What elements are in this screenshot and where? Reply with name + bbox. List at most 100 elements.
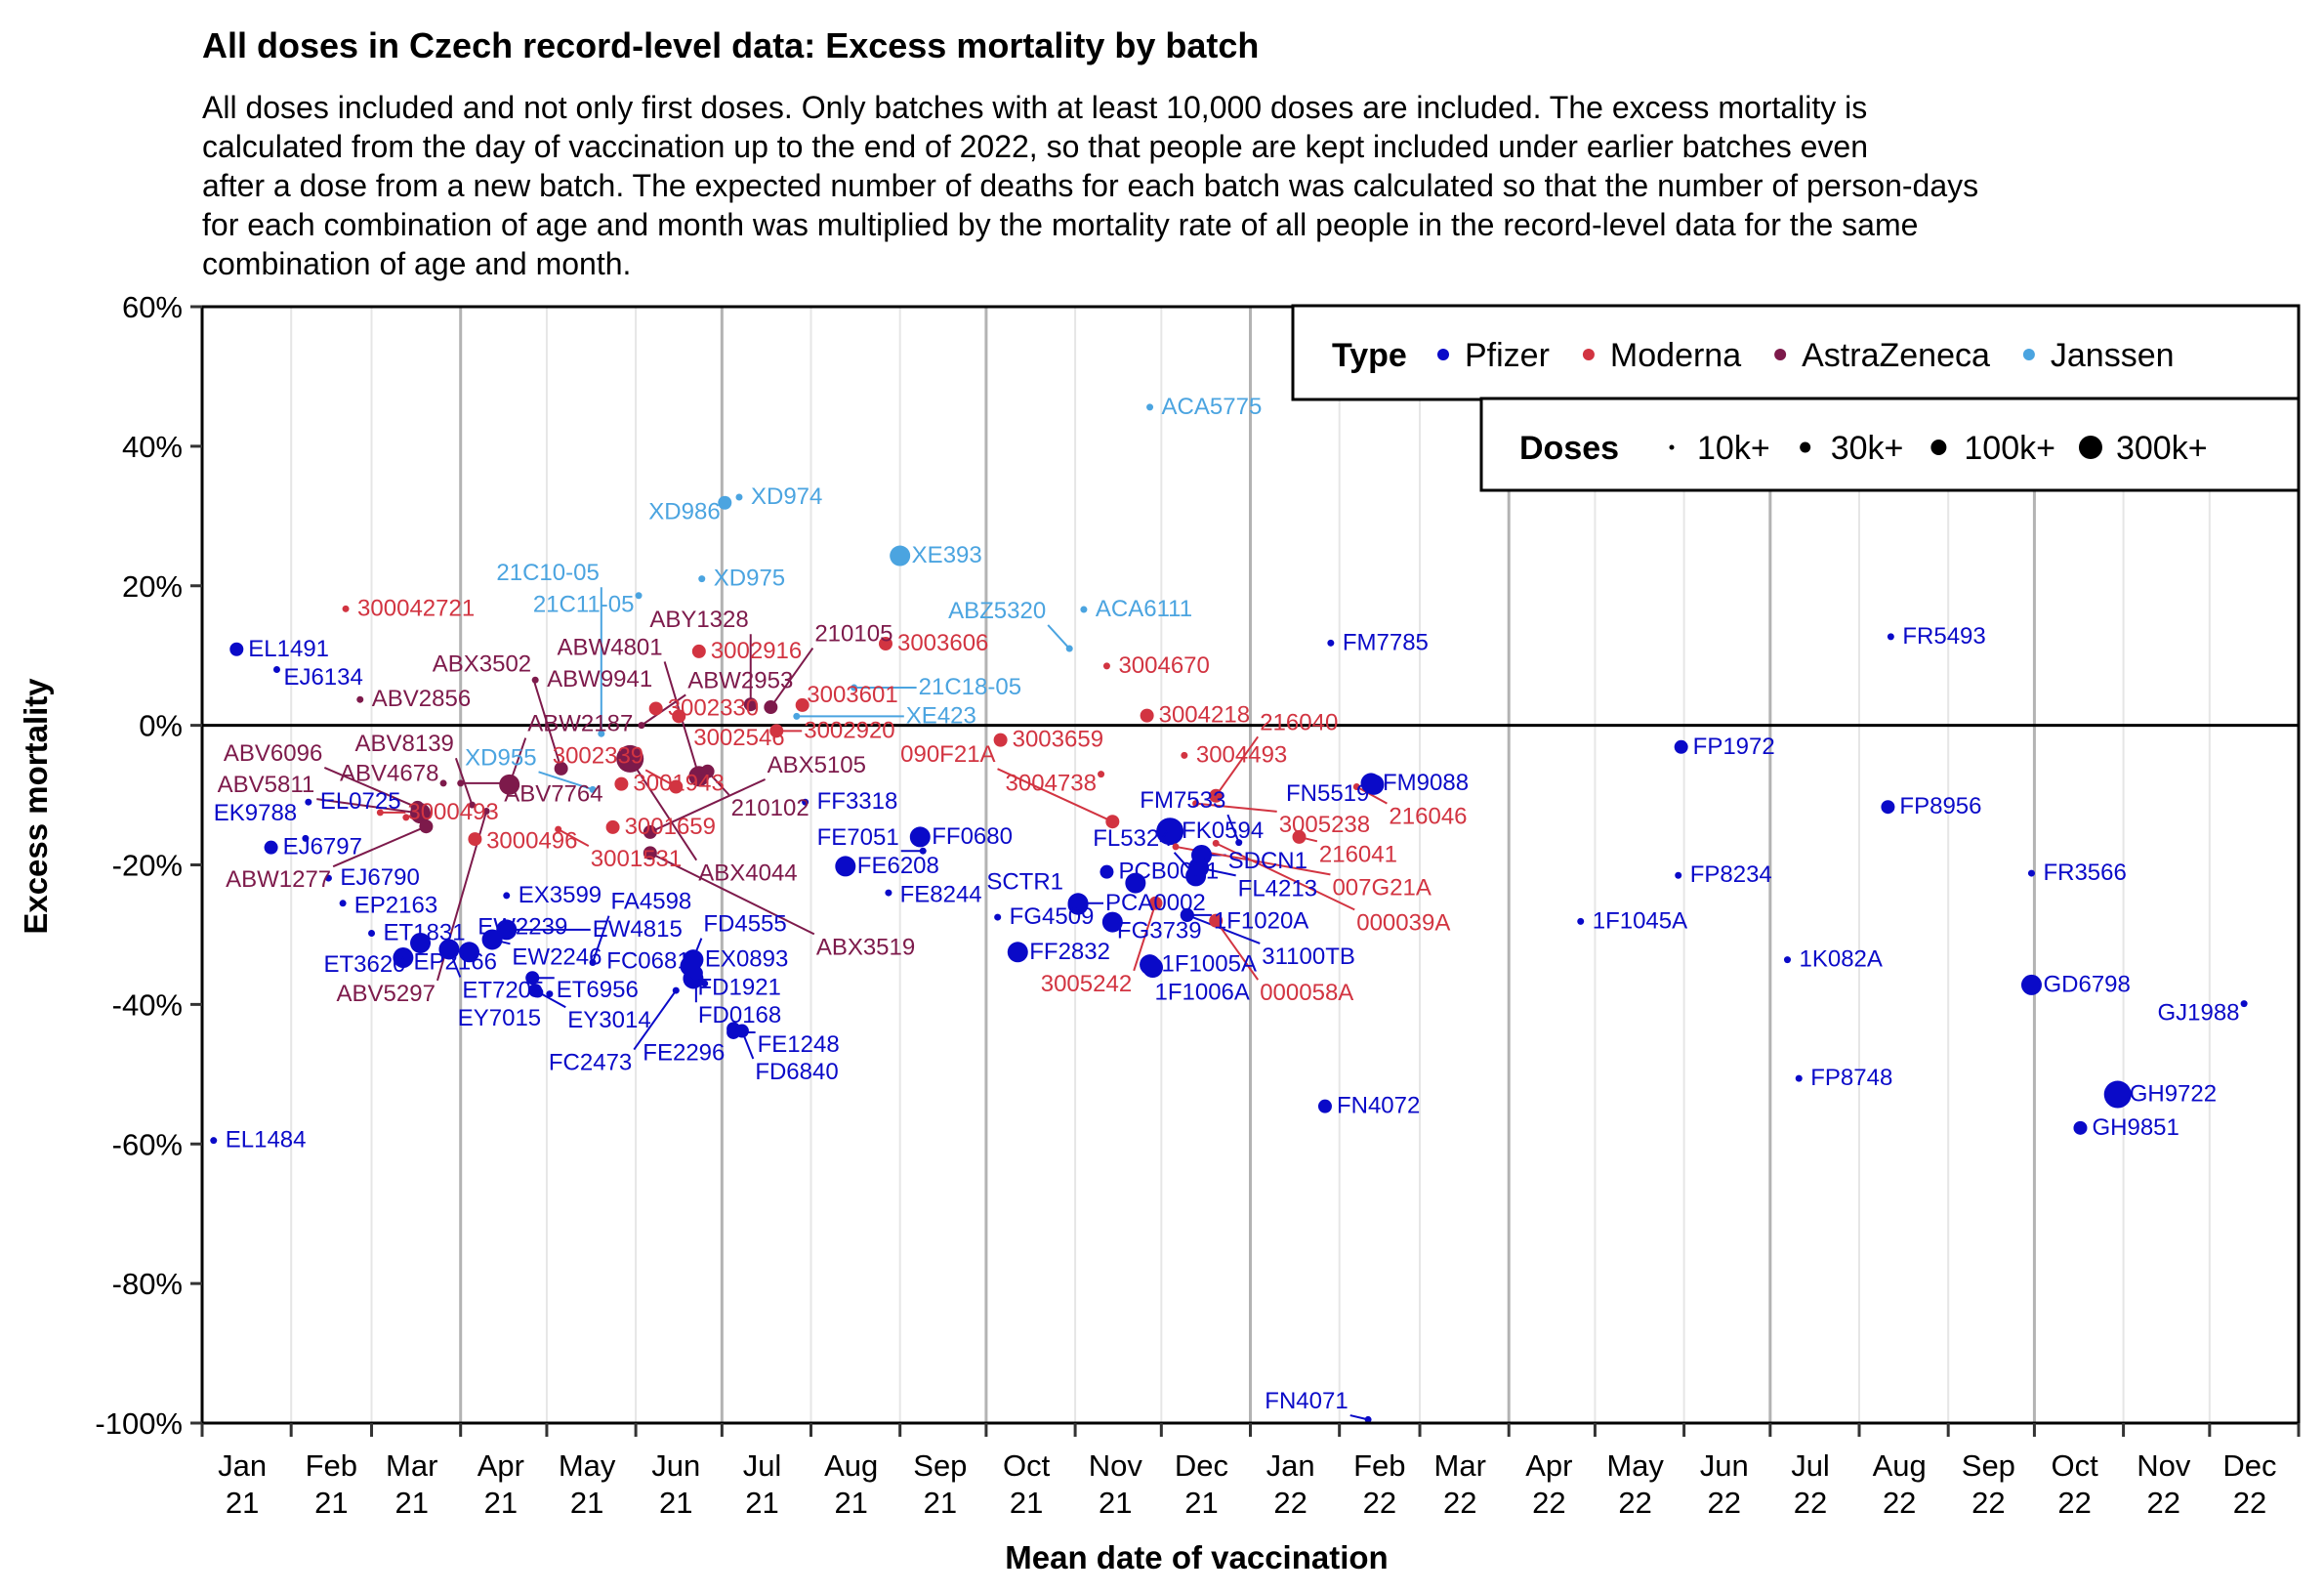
data-point (1185, 865, 1207, 887)
data-point (1142, 957, 1164, 979)
point-label: FA4598 (611, 889, 692, 915)
data-point (878, 637, 892, 651)
legend-doses-swatch (2078, 436, 2102, 459)
point-label: EJ6790 (340, 864, 419, 891)
data-point (1156, 818, 1184, 846)
point-label: 1F1006A (1155, 980, 1250, 1006)
point-label: 3004493 (1196, 741, 1287, 768)
legend-doses-box (1479, 397, 2301, 492)
data-point (272, 665, 280, 673)
x-tick-label-month: Feb (1353, 1448, 1405, 1483)
data-point (376, 809, 384, 817)
point-label: FR3566 (2043, 860, 2126, 886)
data-point (589, 785, 597, 793)
data-point (701, 980, 709, 987)
point-label: 21C11-05 (533, 591, 635, 617)
point-label: FM9088 (1383, 770, 1469, 796)
x-tick-label-year: 22 (1971, 1486, 2005, 1520)
data-point (459, 942, 480, 963)
point-label: ABV5297 (337, 981, 436, 1007)
legend-doses-label: 300k+ (2116, 430, 2208, 467)
point-label: GJ1988 (2157, 999, 2239, 1026)
subtitle-line: calculated from the day of vaccination u… (202, 129, 1869, 164)
point-label: ET7205 (462, 977, 544, 1003)
point-label: 3003606 (897, 630, 988, 656)
x-tick-label-month: Nov (2137, 1448, 2191, 1483)
legend-doses: Doses 10k+ 30k+ 100k+ 300k+ (1479, 397, 2301, 492)
data-point (1146, 403, 1154, 411)
leader-line (1215, 735, 1260, 797)
point-label: ACA6111 (1096, 596, 1192, 622)
leader-line (649, 778, 767, 833)
x-tick-label-month: May (1606, 1448, 1664, 1483)
x-tick-label-year: 21 (226, 1486, 259, 1520)
point-label: FP8748 (1810, 1065, 1892, 1091)
x-tick-label-year: 21 (659, 1486, 692, 1520)
point-label: EJ6134 (283, 664, 362, 691)
data-point (457, 779, 465, 787)
point-label: 3003601 (807, 682, 897, 708)
data-point (356, 695, 364, 703)
data-point (672, 709, 686, 724)
data-point (700, 764, 715, 778)
data-point (835, 856, 856, 877)
data-point (555, 825, 562, 833)
leader-line (769, 647, 814, 708)
data-point (1148, 896, 1163, 910)
data-point (264, 840, 278, 855)
x-tick-label-month: May (559, 1448, 616, 1483)
data-point (324, 874, 332, 882)
data-point (525, 971, 540, 986)
data-point (229, 642, 244, 656)
data-point (2027, 869, 2035, 877)
leader-line (532, 678, 562, 770)
data-point (1674, 739, 1688, 754)
data-point (589, 959, 597, 967)
data-point (1098, 771, 1105, 778)
x-tick-label-year: 21 (924, 1486, 957, 1520)
y-tick-label: 0% (139, 709, 183, 743)
leader-line (1133, 902, 1157, 972)
point-label: SDCN1 (1228, 848, 1307, 874)
x-tick-label-year: 21 (745, 1486, 778, 1520)
point-label: 3001659 (625, 814, 716, 840)
legend-type-label: Pfizer (1465, 337, 1550, 374)
point-label: EK9788 (214, 800, 297, 826)
leader-line (592, 915, 610, 963)
data-point (419, 819, 434, 834)
data-point (438, 939, 460, 960)
point-label: ABX3502 (433, 651, 531, 678)
data-point (1364, 1415, 1372, 1423)
point-label: 3000493 (407, 799, 498, 825)
legend-type-box (1291, 304, 2301, 401)
x-tick-label-year: 22 (2057, 1486, 2091, 1520)
data-point (468, 832, 482, 847)
point-label: FE6208 (857, 853, 939, 879)
point-label: FD1921 (698, 975, 781, 1001)
point-label: 3000496 (486, 828, 577, 855)
legend-doses-swatch (1800, 441, 1811, 453)
point-label: FE7051 (817, 824, 899, 851)
x-tick-label-month: Oct (1003, 1448, 1051, 1483)
point-label: 210102 (731, 795, 809, 821)
x-tick-label-year: 22 (1532, 1486, 1565, 1520)
point-label: ABV8139 (354, 731, 453, 757)
point-label: GD6798 (2043, 971, 2130, 997)
data-point (210, 1137, 218, 1145)
data-point (1102, 662, 1110, 670)
data-point (1125, 872, 1146, 894)
point-label: 1F1005A (1162, 951, 1257, 978)
point-label: XD955 (465, 744, 536, 771)
x-tick-label-year: 22 (1708, 1486, 1741, 1520)
point-label: PCB0001 (1118, 859, 1219, 885)
point-label: ET6956 (557, 977, 639, 1003)
legend-type-swatch (2022, 349, 2035, 360)
point-label: FC0681 (606, 947, 689, 974)
legend-type-title: Type (1332, 337, 1407, 374)
data-point (503, 892, 511, 900)
x-tick-label-month: Jun (1700, 1448, 1749, 1483)
y-tick-label: 20% (122, 569, 183, 604)
point-label: XD974 (751, 483, 822, 510)
y-tick-label: -40% (112, 987, 183, 1022)
